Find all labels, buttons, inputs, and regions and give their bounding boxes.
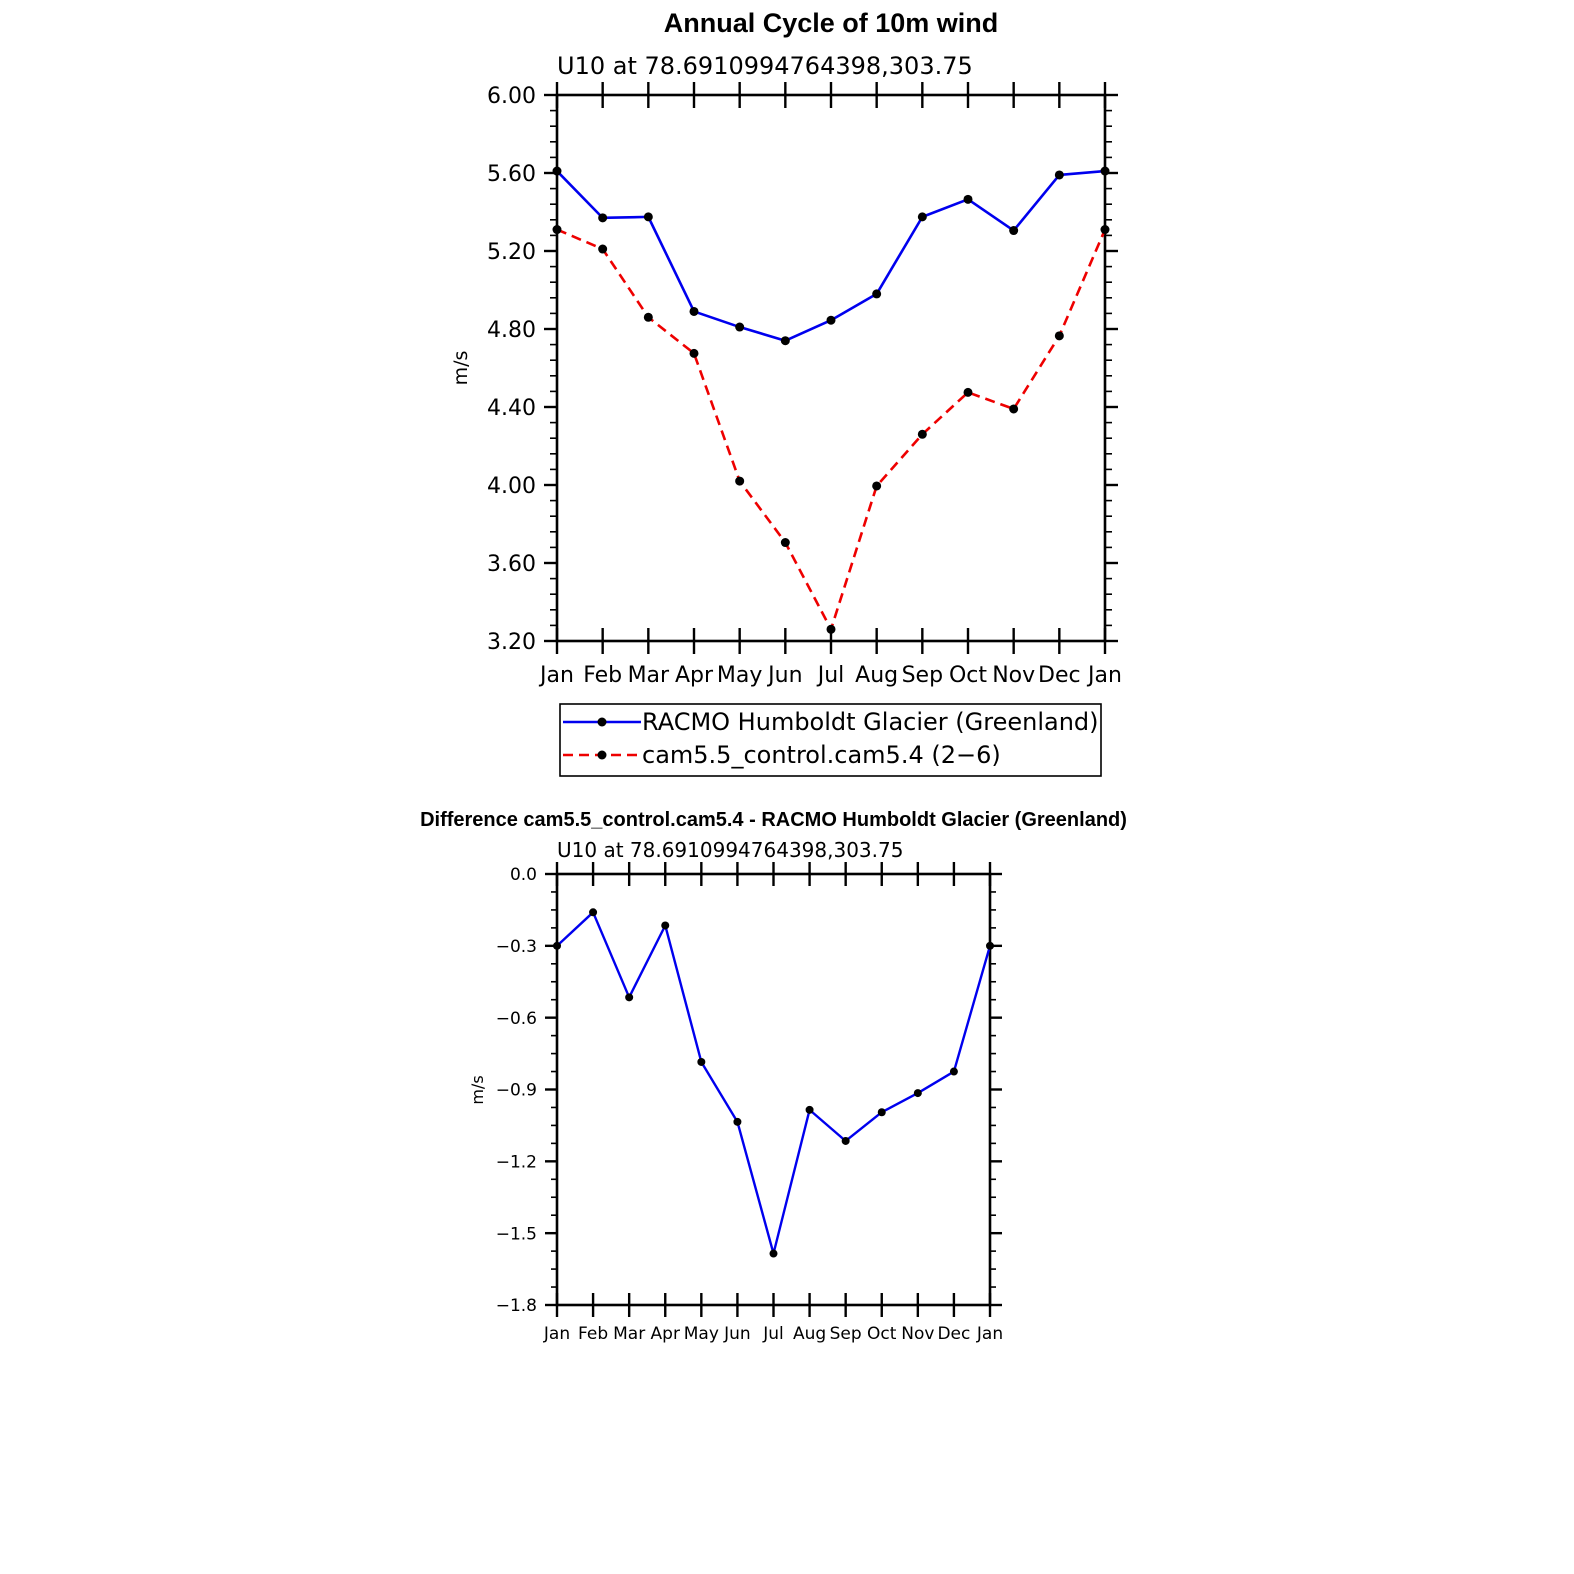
legend-label: RACMO Humboldt Glacier (Greenland) [642,708,1099,736]
x-tick-label: Aug [793,1324,826,1344]
series-line-1 [556,169,1106,343]
y-tick-label: 4.40 [487,396,536,421]
data-point [877,1108,886,1117]
data-point [643,212,653,222]
data-point [661,921,670,930]
data-point [598,213,608,223]
data-point [963,387,973,397]
y-tick-label: 0.0 [510,865,537,885]
y-tick-label: 5.20 [487,240,536,265]
y-tick-label: 3.20 [487,630,536,655]
data-point [963,194,973,204]
data-point [780,336,790,346]
x-tick-label: Sep [902,663,943,688]
data-point [553,941,561,950]
chart-title: Difference cam5.5_control.cam5.4 - RACMO… [420,809,1127,831]
y-tick-label: −0.9 [496,1081,537,1101]
x-tick-label: Jun [723,1324,751,1344]
data-point [733,1117,742,1126]
data-point [598,244,608,254]
x-tick-label: Apr [675,663,714,688]
y-tick-label: −0.6 [496,1009,537,1029]
data-point [552,225,562,235]
data-point [1054,170,1064,180]
y-axis-label: m/s [468,1075,487,1104]
x-tick-label: Jan [976,1324,1003,1344]
x-tick-label: Jun [766,663,802,688]
series-line-1 [556,911,992,1255]
data-point [689,306,699,316]
y-tick-label: −0.3 [496,937,537,957]
chart-subtitle: U10 at 78.6910994764398,303.75 [557,838,903,862]
x-tick-label: Sep [830,1324,862,1344]
chart-1: Annual Cycle of 10m wind U10 at 78.691099… [450,8,1122,777]
data-point [1009,226,1019,236]
legend-marker [597,717,607,727]
x-tick-label: Jul [816,663,845,688]
y-tick-label: −1.2 [496,1152,537,1172]
data-point [552,166,562,176]
data-point [805,1105,814,1114]
y-tick-label: −1.8 [496,1296,537,1316]
legend: RACMO Humboldt Glacier (Greenland) cam5.5… [559,703,1102,777]
x-tick-label: May [684,1324,719,1344]
data-point [625,993,634,1002]
plot-frame [555,93,1107,643]
data-point [689,348,699,358]
x-tick-label: Jan [1086,663,1122,688]
data-point [589,908,598,917]
data-point [1100,225,1110,235]
chart-subtitle: U10 at 78.6910994764398,303.75 [557,52,973,80]
legend-label: cam5.5_control.cam5.4 (2−6) [642,741,1001,769]
data-point [872,481,882,491]
data-point [769,1249,778,1258]
legend-marker [597,750,607,760]
data-point [1054,331,1064,341]
data-point [872,289,882,299]
data-point [735,322,745,332]
y-tick-label: 4.80 [487,318,536,343]
x-tick-label: Oct [867,1324,897,1344]
x-tick-label: Oct [949,663,987,688]
data-point [986,941,994,950]
data-point [949,1067,958,1076]
data-point [826,624,836,634]
y-tick-label: 4.00 [487,474,536,499]
y-tick-label: −1.5 [496,1224,537,1244]
data-point [841,1136,850,1145]
data-point [697,1057,706,1066]
x-tick-label: Nov [992,663,1035,688]
x-tick-label: Jan [538,663,574,688]
x-tick-label: Jan [543,1324,570,1344]
data-point [917,429,927,439]
x-tick-label: Feb [583,663,622,688]
x-tick-label: Dec [937,1324,970,1344]
x-tick-label: Mar [613,1324,645,1344]
data-point [1009,404,1019,414]
y-tick-label: 5.60 [487,162,536,187]
x-tick-label: May [717,663,762,688]
chart-title: Annual Cycle of 10m wind [664,8,999,38]
data-point [780,538,790,548]
chart-2: Difference cam5.5_control.cam5.4 - RACMO… [420,809,1127,1344]
data-point [917,212,927,222]
x-tick-label: Jul [762,1324,784,1344]
x-tick-label: Dec [1038,663,1081,688]
x-tick-label: Mar [628,663,670,688]
data-point [1100,166,1110,176]
x-tick-label: Apr [651,1324,680,1344]
x-tick-label: Nov [901,1324,934,1344]
y-tick-label: 6.00 [487,84,536,109]
series-line-2 [556,228,1107,631]
x-tick-label: Feb [578,1324,608,1344]
y-axis-label: m/s [450,351,472,386]
data-point [643,312,653,322]
legend-box [559,703,1102,777]
data-point [735,476,745,486]
data-point [826,315,836,325]
x-tick-label: Aug [855,663,898,688]
y-tick-label: 3.60 [487,552,536,577]
data-point [913,1089,922,1098]
